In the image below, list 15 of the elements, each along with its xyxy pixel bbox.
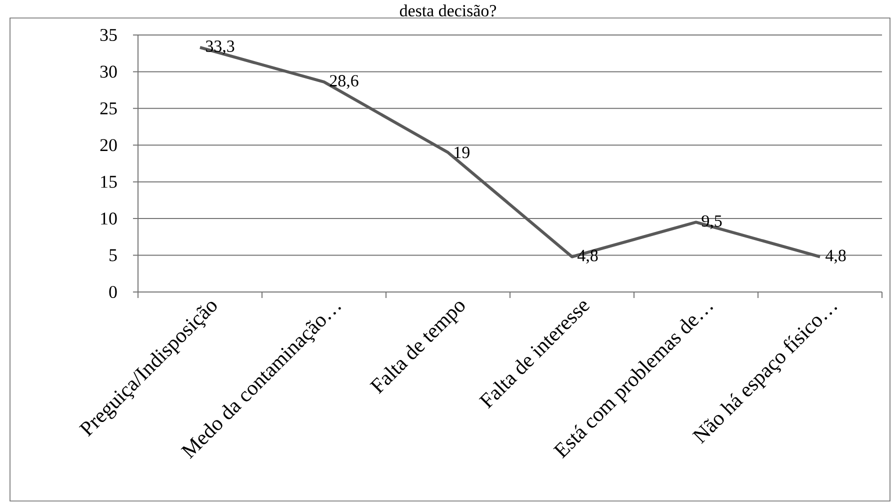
data-label: 19 xyxy=(454,146,470,158)
y-tick-label: 5 xyxy=(110,249,117,262)
y-tick-label: 30 xyxy=(100,66,117,78)
data-label: 33,3 xyxy=(206,40,234,54)
y-tick-label: 20 xyxy=(100,139,117,152)
y-tick-label: 10 xyxy=(101,212,117,225)
data-label: 28,6 xyxy=(330,75,358,89)
data-label: 9,5 xyxy=(702,215,722,230)
y-tick-label: 15 xyxy=(101,176,117,188)
chart-title: desta decisão? xyxy=(400,4,496,16)
y-tick-label: 25 xyxy=(100,102,117,114)
data-label: 4,8 xyxy=(578,250,598,264)
y-tick-label: 35 xyxy=(100,28,117,42)
y-tick-label: 0 xyxy=(109,286,117,298)
data-label: 4,8 xyxy=(826,250,846,264)
